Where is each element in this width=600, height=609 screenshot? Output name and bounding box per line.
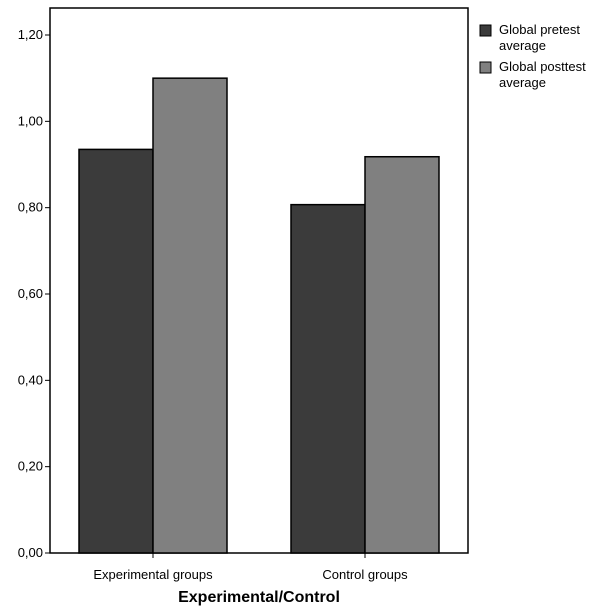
y-tick-label: 0,20 — [18, 459, 43, 474]
x-tick-label: Control groups — [322, 567, 408, 582]
legend: Global pretest average Global posttest aver… — [479, 22, 586, 90]
legend-label: Global posttest average — [499, 59, 586, 90]
legend-swatch — [479, 24, 492, 37]
y-tick-label: 0,80 — [18, 200, 43, 215]
y-tick-label: 1,00 — [18, 113, 43, 128]
y-tick-label: 1,20 — [18, 27, 43, 42]
legend-swatch — [479, 61, 492, 74]
legend-label: Global pretest average — [499, 22, 580, 53]
bar-pretest-experimental — [78, 148, 154, 554]
x-tick-label: Experimental groups — [93, 567, 213, 582]
x-axis: Experimental groups Control groups — [93, 553, 408, 582]
bar-pretest-control — [290, 203, 366, 554]
bar-posttest-experimental — [152, 77, 228, 554]
bars — [78, 77, 440, 554]
plot-frame — [49, 7, 469, 554]
bar-posttest-control — [364, 155, 440, 554]
y-tick-label: 0,00 — [18, 545, 43, 560]
y-tick-label: 0,40 — [18, 372, 43, 387]
x-axis-title: Experimental/Control — [178, 589, 340, 606]
y-tick-label: 0,60 — [18, 286, 43, 301]
y-axis: 0,00 0,20 0,40 0,60 0,80 1,00 1,20 — [18, 27, 50, 560]
